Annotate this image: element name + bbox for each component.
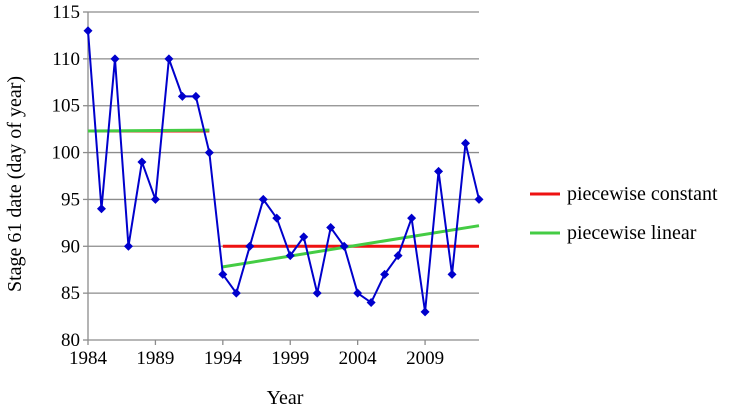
observed-point	[245, 241, 255, 251]
x-tick-label: 1989	[136, 348, 174, 369]
observed-point	[191, 91, 201, 101]
observed-point	[96, 204, 106, 214]
y-tick-label: 115	[52, 2, 80, 23]
observed-point	[299, 232, 309, 242]
observed-point	[380, 269, 390, 279]
y-tick-label: 85	[61, 283, 80, 304]
observed-point	[339, 241, 349, 251]
observed-point	[83, 26, 93, 36]
y-tick-label: 95	[61, 189, 80, 210]
y-tick-label: 100	[52, 143, 81, 164]
observed-line	[87, 30, 480, 313]
y-tick-label: 110	[52, 49, 80, 70]
observed-point	[474, 194, 484, 204]
axes	[83, 11, 479, 345]
observed-point	[447, 269, 457, 279]
y-tick-label: 90	[61, 236, 80, 257]
y-tick-label: 80	[61, 330, 80, 351]
x-tick-label: 2009	[406, 348, 444, 369]
observed-point	[353, 288, 363, 298]
observed-point	[285, 251, 295, 261]
y-tick-label: 105	[52, 96, 81, 117]
observed-point	[393, 251, 403, 261]
observed-point	[123, 241, 133, 251]
observed-point	[461, 138, 471, 148]
y-axis-title: Stage 61 date (day of year)	[4, 76, 26, 292]
x-tick-label: 2004	[339, 348, 378, 369]
gridlines	[88, 11, 479, 294]
observed-point	[137, 157, 147, 167]
observed-point	[110, 54, 120, 64]
observed-point	[150, 194, 160, 204]
legend-label: piecewise linear	[567, 222, 697, 244]
observed-point	[164, 54, 174, 64]
observed-point	[258, 194, 268, 204]
x-tick-label: 1999	[271, 348, 309, 369]
fit-line-segment	[87, 128, 210, 133]
observed-point	[366, 298, 376, 308]
observed-point	[204, 148, 214, 158]
x-tick-label: 1984	[69, 348, 108, 369]
fit-line-segment	[222, 224, 480, 269]
observed-point	[177, 91, 187, 101]
x-axis-title: Year	[267, 387, 304, 409]
legend-label: piecewise constant	[567, 183, 718, 205]
x-tick-label: 1994	[204, 348, 243, 369]
observed-point	[218, 269, 228, 279]
observed-point	[407, 213, 417, 223]
legend: piecewise constant piecewise linear	[530, 183, 718, 244]
tick-labels: 80 85 90 95 100 105 110 115 1984 1989 1994 1999 2004…	[52, 2, 445, 369]
observed-point	[326, 223, 336, 233]
observed-series	[83, 26, 484, 317]
observed-point	[434, 166, 444, 176]
observed-point	[420, 307, 430, 317]
observed-point	[231, 288, 241, 298]
observed-point	[272, 213, 282, 223]
observed-point	[312, 288, 322, 298]
